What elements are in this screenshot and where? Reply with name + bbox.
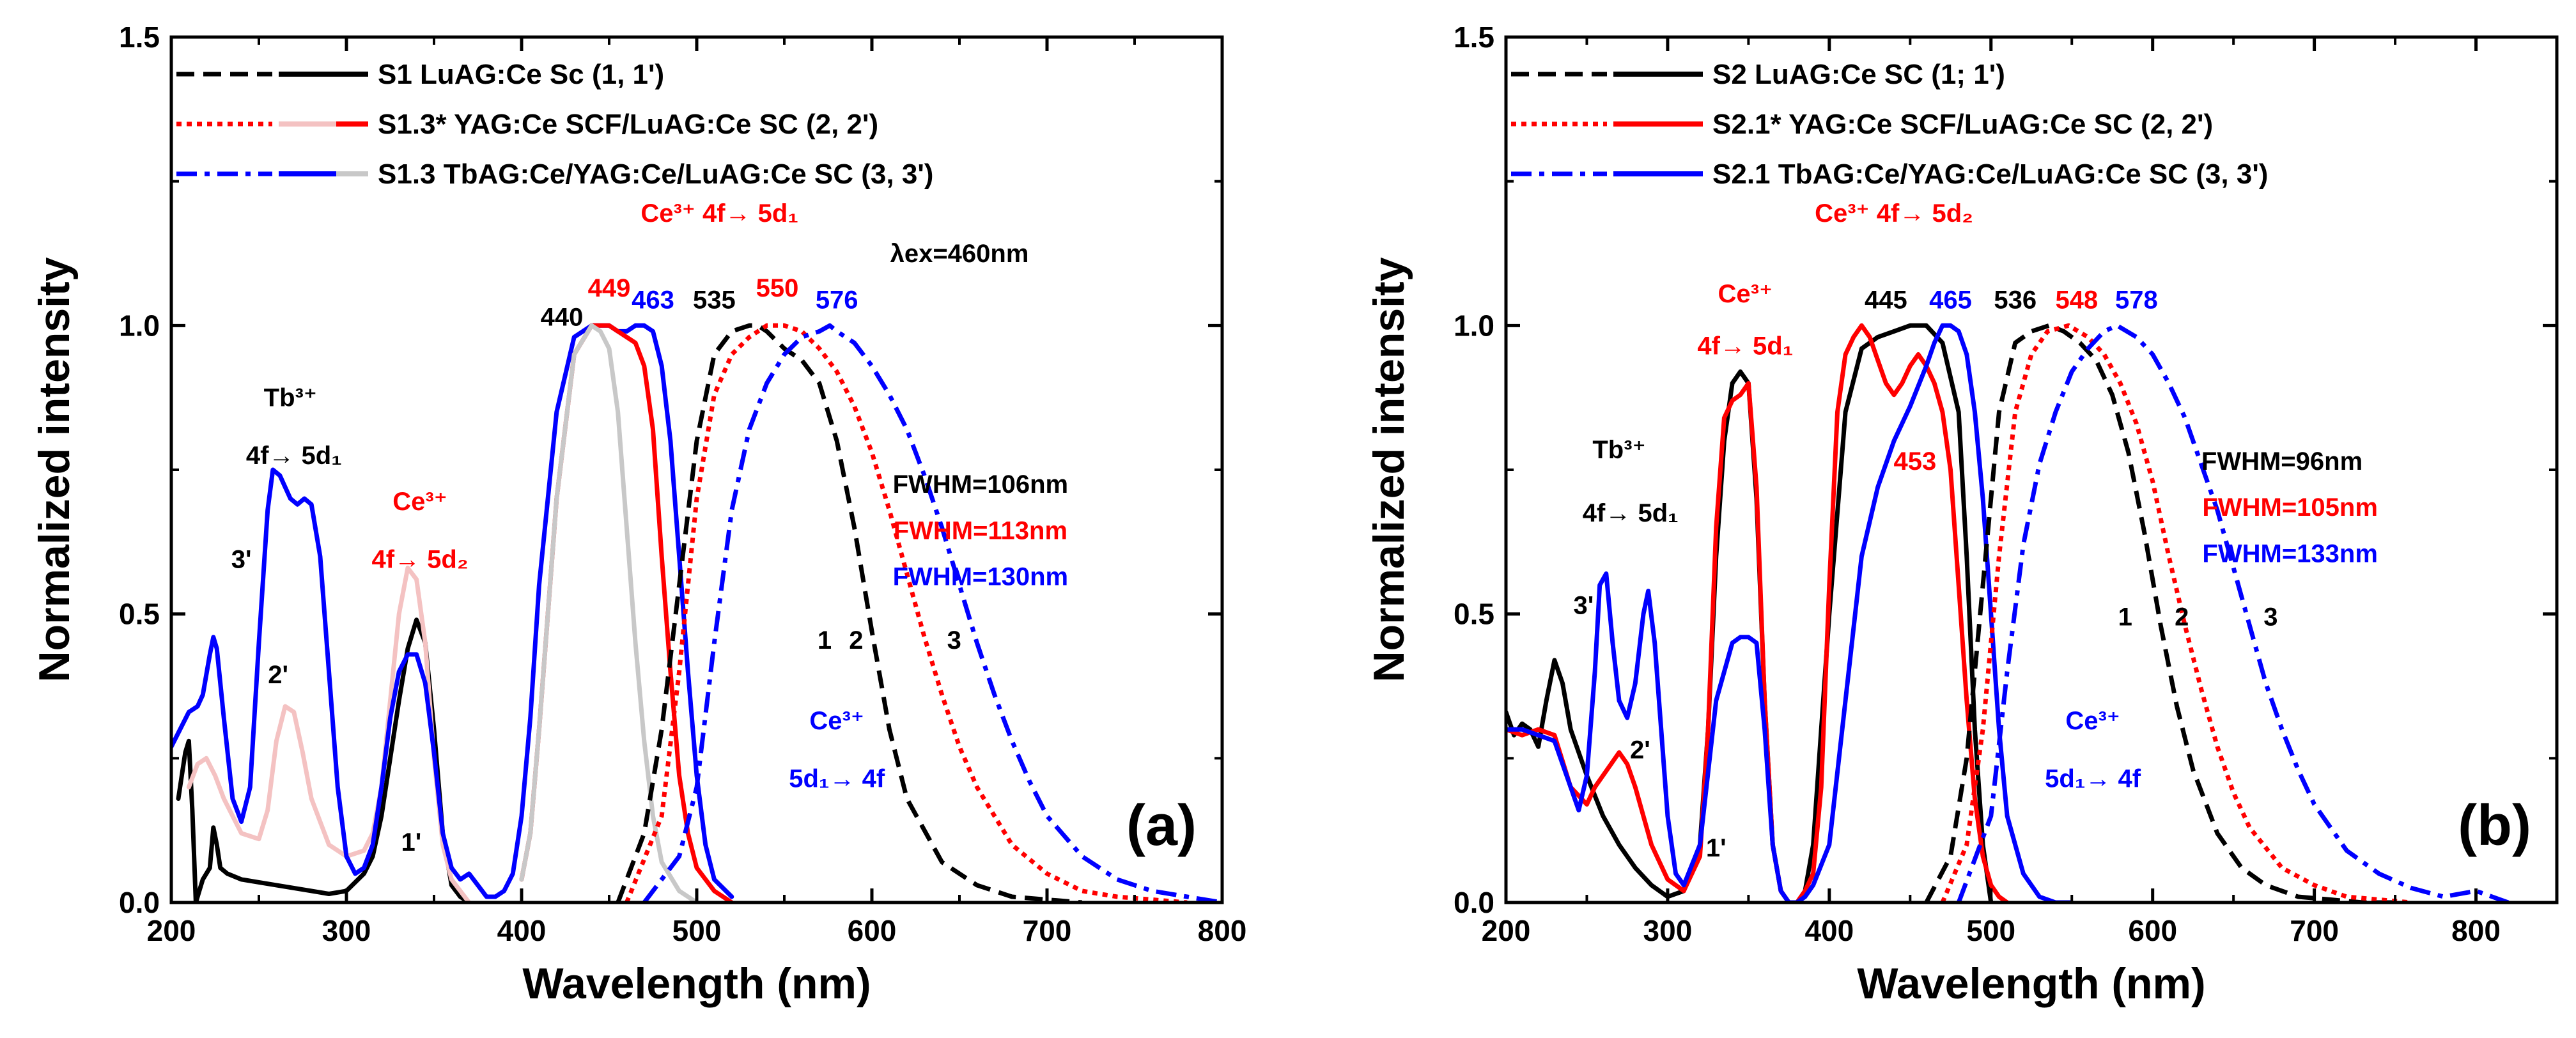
y-tick-label: 0.0 <box>1454 886 1494 919</box>
series-group <box>171 323 1222 902</box>
annotation: 465 <box>1929 286 1972 314</box>
legend-label: S1.3 TbAG:Ce/YAG:Ce/LuAG:Ce SC (3, 3') <box>378 159 933 190</box>
y-tick-label: 0.5 <box>1454 598 1494 631</box>
series-line-grey-excitation <box>519 323 699 902</box>
annotation: 4f→ 5d₁ <box>1697 332 1793 360</box>
series-line-2-excitation <box>1506 323 2010 902</box>
annotation: 4f→ 5d₂ <box>372 545 469 573</box>
annotation: FWHM=133nm <box>2202 539 2378 568</box>
annotation: 5d₁→ 4f <box>789 764 885 793</box>
annotation: 463 <box>632 286 674 314</box>
annotation: 4f→ 5d₁ <box>1583 499 1679 527</box>
annotation: Ce³⁺ <box>392 488 447 516</box>
annotation: Ce³⁺ <box>1718 280 1773 308</box>
x-axis-title: Wavelength (nm) <box>1857 959 2205 1008</box>
legend: S1 LuAG:Ce Sc (1, 1') S1.3* YAG:Ce SCF/Lu… <box>176 59 933 190</box>
annotation: 1' <box>1706 834 1726 862</box>
x-tick-label: 600 <box>2128 914 2177 947</box>
y-axis-title: Normalized intensity <box>30 257 79 682</box>
annotation: 1 <box>818 626 832 655</box>
x-tick-label: 300 <box>322 914 371 947</box>
chart-panel-b: 200 300 400 500 600 700 800 0.0 0.5 1.0 1.5 Wavelen… <box>1365 20 2559 1008</box>
panel-label: (b) <box>2458 794 2531 858</box>
legend-label: S2.1 TbAG:Ce/YAG:Ce/LuAG:Ce SC (3, 3') <box>1712 159 2268 190</box>
x-tick-label: 700 <box>2290 914 2339 947</box>
annotation: 5d₁→ 4f <box>2045 764 2141 793</box>
x-tick-label: 700 <box>1023 914 1072 947</box>
annotation: 440 <box>541 303 584 331</box>
annotation: 3' <box>231 545 252 573</box>
annotation: 3 <box>947 626 961 655</box>
annotation: 3' <box>1574 592 1594 620</box>
annotation: λex=460nm <box>890 240 1029 268</box>
annotation: 1 <box>2118 603 2132 631</box>
annotation: FWHM=130nm <box>893 563 1069 591</box>
series-line-3-excitation <box>1506 323 2074 902</box>
annotation: 449 <box>588 274 631 302</box>
annotation: Ce³⁺ 4f→ 5d₂ <box>1815 199 1973 228</box>
legend: S2 LuAG:Ce SC (1; 1') S2.1* YAG:Ce SCF/Lu… <box>1511 59 2268 190</box>
series-line-3-emission <box>1956 323 2510 902</box>
annotation: 2 <box>2175 603 2189 631</box>
series-line-3-emission <box>642 323 1222 902</box>
annotation: FWHM=106nm <box>893 470 1069 499</box>
annotation: Ce³⁺ <box>2065 707 2120 735</box>
annotation: Tb³⁺ <box>1592 436 1645 464</box>
annotation: 2' <box>268 661 288 689</box>
annotation: FWHM=113nm <box>894 516 1067 545</box>
x-tick-label: 200 <box>147 914 196 947</box>
annotation: 453 <box>1894 447 1937 476</box>
annotation: 536 <box>1994 286 2037 314</box>
x-tick-label: 600 <box>848 914 897 947</box>
legend-label: S2 LuAG:Ce SC (1; 1') <box>1712 59 2005 90</box>
series-line-1-excitation <box>1506 323 1994 902</box>
annotation: 578 <box>2115 286 2158 314</box>
series-line-1-emission <box>1924 323 2396 902</box>
x-tick-label: 300 <box>1643 914 1693 947</box>
x-tick-label: 800 <box>2451 914 2501 947</box>
annotation: Ce³⁺ 4f→ 5d₁ <box>640 199 798 228</box>
x-tick-label: 400 <box>1804 914 1854 947</box>
series-line-2-excitation <box>186 566 472 902</box>
x-tick-label: 500 <box>672 914 722 947</box>
x-axis-title: Wavelength (nm) <box>522 959 871 1008</box>
annotation: 4f→ 5d₁ <box>246 442 342 470</box>
annotation: FWHM=105nm <box>2202 493 2378 522</box>
annotation: 548 <box>2055 286 2098 314</box>
series-line-2-emission <box>1940 323 2412 902</box>
x-tick-label: 400 <box>497 914 547 947</box>
y-tick-label: 1.0 <box>119 309 160 342</box>
annotation: 445 <box>1865 286 1907 314</box>
legend-label: S1.3* YAG:Ce SCF/LuAG:Ce SC (2, 2') <box>378 109 878 140</box>
annotation: 3 <box>2263 603 2277 631</box>
chart-panel-a: 200 300 400 500 600 700 800 0.0 0.5 1.0 1.5 Wavelen… <box>30 20 1246 1008</box>
annotation: 576 <box>816 286 858 314</box>
y-tick-label: 1.5 <box>119 20 160 54</box>
series-line-1-emission <box>616 323 1083 902</box>
y-axis-title: Normalized intensity <box>1365 257 1413 682</box>
y-tick-label: 0.0 <box>119 886 160 919</box>
x-tick-label: 500 <box>1966 914 2015 947</box>
panel-label: (a) <box>1126 794 1197 858</box>
legend-label: S2.1* YAG:Ce SCF/LuAG:Ce SC (2, 2') <box>1712 109 2213 140</box>
y-tick-label: 0.5 <box>119 598 160 631</box>
annotation: Tb³⁺ <box>264 384 317 412</box>
annotation: 550 <box>756 274 799 302</box>
series-group <box>1506 323 2510 902</box>
legend-label: S1 LuAG:Ce Sc (1, 1') <box>378 59 664 90</box>
x-tick-label: 800 <box>1198 914 1247 947</box>
annotation: Ce³⁺ <box>809 707 864 735</box>
y-tick-label: 1.5 <box>1454 20 1494 54</box>
series-line-3-excitation <box>171 323 734 899</box>
series-line-2-emission <box>625 323 1188 902</box>
annotation: FWHM=96nm <box>2201 447 2363 476</box>
annotation: 1' <box>401 828 421 856</box>
annotation: 2' <box>1630 736 1650 764</box>
x-tick-label: 200 <box>1482 914 1531 947</box>
y-tick-label: 1.0 <box>1454 309 1494 342</box>
annotation: 535 <box>693 286 736 314</box>
annotation: 2 <box>849 626 863 655</box>
